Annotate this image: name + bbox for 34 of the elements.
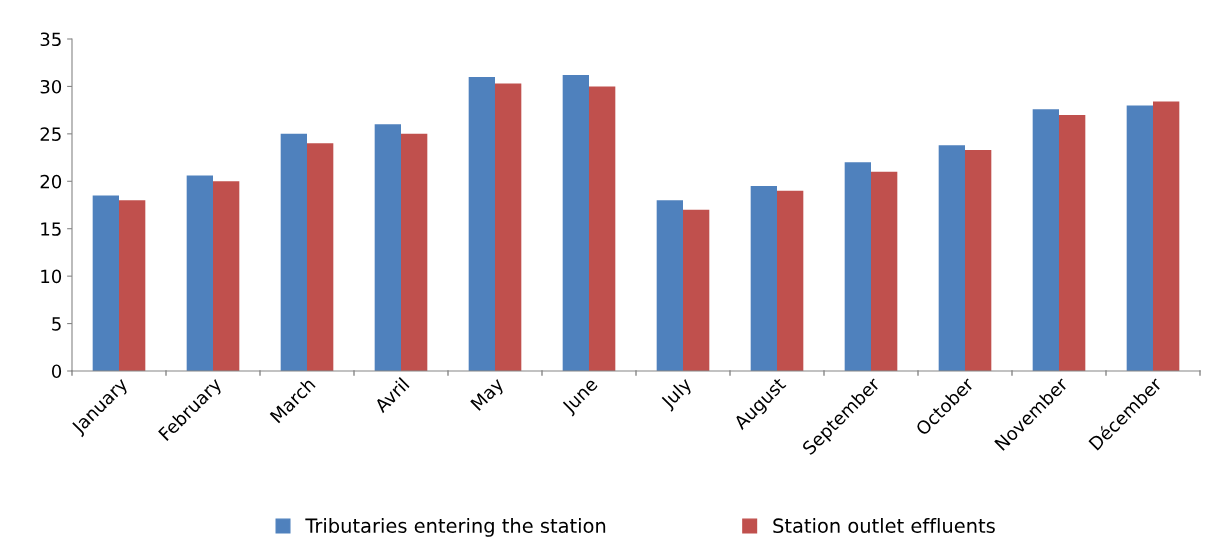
bar [280, 133, 307, 371]
y-tick-label: 15 [41, 222, 61, 236]
bar [562, 75, 589, 371]
bar [307, 143, 334, 371]
y-tick-label: 35 [40, 32, 61, 47]
bar [844, 162, 871, 371]
legend-label: Tributaries entering the station [305, 517, 606, 537]
bar [938, 145, 965, 371]
bar [119, 200, 146, 371]
bar [468, 76, 495, 371]
bar [750, 186, 777, 371]
bar [656, 200, 683, 371]
legend-label: Station outlet effluents [773, 517, 995, 534]
bar [401, 133, 428, 371]
bar [92, 195, 119, 371]
y-tick-label: 5 [52, 317, 61, 331]
bar [965, 149, 992, 371]
y-tick-label: 10 [41, 269, 62, 284]
y-tick-label: 20 [40, 174, 62, 189]
bar [374, 124, 401, 371]
y-tick-label: 30 [40, 79, 62, 94]
bar [777, 190, 804, 371]
bar [495, 83, 522, 371]
bar [213, 181, 240, 371]
bar [1126, 105, 1153, 371]
y-tick-label: 0 [51, 364, 62, 379]
bar [1153, 101, 1180, 371]
bar [871, 171, 898, 371]
bar [683, 209, 710, 371]
bar [186, 175, 213, 371]
y-tick-label: 25 [40, 127, 61, 141]
bar [1059, 114, 1086, 371]
bar [589, 86, 616, 371]
bar [1032, 109, 1059, 371]
